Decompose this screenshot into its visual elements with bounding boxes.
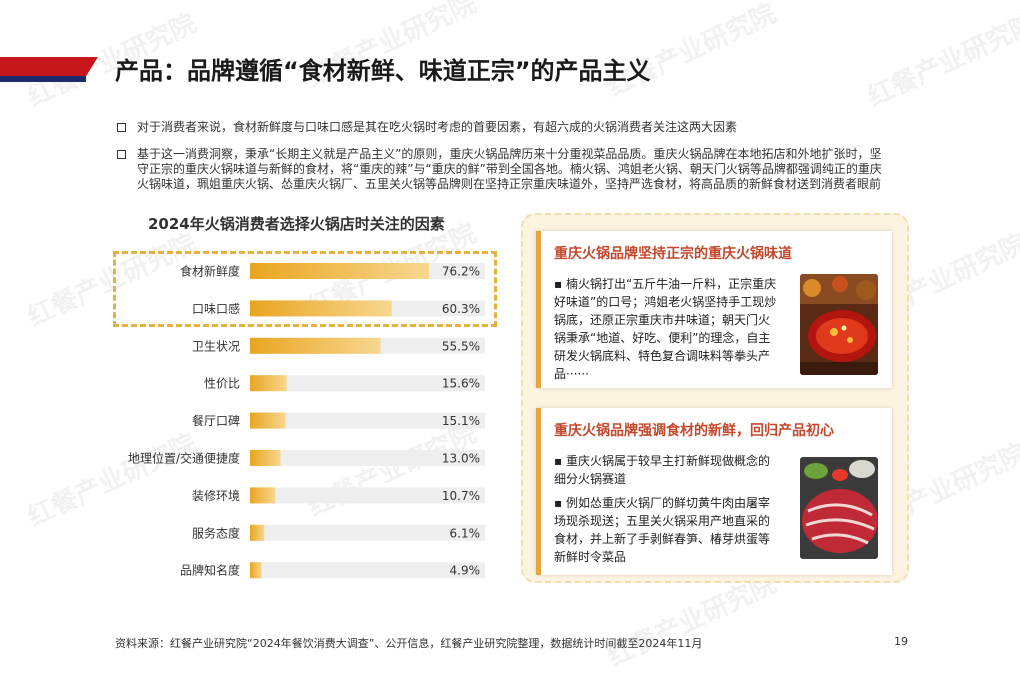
bullet-item: 对于消费者来说，食材新鲜度与口味口感是其在吃火锅时考虑的首要因素，有超六成的火锅… [115, 120, 890, 135]
category-label: 口味口感 [192, 301, 240, 316]
bar-track [250, 487, 485, 504]
bar-track [250, 375, 485, 392]
title-accent-navy [0, 76, 86, 82]
bar [250, 337, 381, 354]
bar-track [250, 450, 485, 466]
card-title: 重庆火锅品牌坚持正宗的重庆火锅味道 [554, 246, 792, 262]
card-accent-bar [536, 231, 541, 388]
category-label: 食材新鲜度 [180, 264, 240, 279]
category-label: 服务态度 [192, 525, 240, 540]
category-label: 地理位置/交通便捷度 [128, 451, 240, 466]
hotpot-photo [800, 274, 878, 375]
bullet-text: 基于这一消费洞察，秉承“长期主义就是产品主义”的原则，重庆火锅品牌历来十分重视菜… [137, 147, 882, 191]
chart-title: 2024年火锅消费者选择火锅店时关注的因素 [148, 215, 445, 233]
bullet-item: 基于这一消费洞察，秉承“长期主义就是产品主义”的原则，重庆火锅品牌历来十分重视菜… [115, 147, 890, 192]
page-number: 19 [894, 635, 908, 648]
card-accent-bar [536, 408, 541, 575]
card-paragraph: ▪ 例如怂重庆火锅厂的鲜切黄牛肉由屠宰场现杀现送；五里关火锅采用产地直采的食材，… [554, 496, 771, 564]
value-label: 4.9% [450, 564, 481, 578]
bar-track [250, 562, 485, 579]
value-label: 6.1% [450, 526, 481, 540]
square-bullet-icon [117, 150, 126, 159]
case-card-authentic-taste: 重庆火锅品牌坚持正宗的重庆火锅味道 ▪ 楠火锅打出“五斤牛油一斤料，正宗重庆好味… [536, 231, 892, 388]
page-title: 产品：品牌遵循“食材新鲜、味道正宗”的产品主义 [115, 57, 651, 85]
bar-track [250, 412, 485, 429]
category-label: 装修环境 [192, 488, 240, 503]
bar-track [250, 524, 485, 541]
card-paragraph: ▪ 重庆火锅属于较早主打新鲜现做概念的细分火锅赛道 [554, 454, 770, 486]
title-accent-red [0, 57, 98, 79]
source-note: 资料来源：红餐产业研究院“2024年餐饮消费大调查”、公开信息，红餐产业研究院整… [115, 637, 703, 650]
category-label: 性价比 [204, 377, 240, 391]
beef-photo [800, 457, 878, 559]
case-card-fresh-ingredients: 重庆火锅品牌强调食材的新鲜，回归产品初心 ▪ 重庆火锅属于较早主打新鲜现做概念的… [536, 408, 892, 575]
bullet-text: 对于消费者来说，食材新鲜度与口味口感是其在吃火锅时考虑的首要因素，有超六成的火锅… [137, 120, 738, 134]
card-text: ▪ 楠火锅打出“五斤牛油一斤料，正宗重庆好味道”的口号；鸿姐老火锅坚持手工现炒锅… [554, 275, 780, 383]
highlight-box [113, 251, 497, 327]
card-title: 重庆火锅品牌强调食材的新鲜，回归产品初心 [554, 423, 834, 439]
value-label: 15.1% [442, 414, 480, 428]
watermark: 红餐产业研究院 [863, 8, 1020, 113]
category-label: 品牌知名度 [180, 563, 240, 578]
card-paragraph: ▪ 楠火锅打出“五斤牛油一斤料，正宗重庆好味道”的口号；鸿姐老火锅坚持手工现炒锅… [554, 277, 777, 381]
value-label: 15.6% [442, 377, 480, 391]
bar [250, 487, 276, 504]
value-label: 10.7% [442, 489, 480, 503]
bar [250, 263, 430, 279]
square-bullet-icon [117, 123, 126, 132]
bar [250, 375, 287, 392]
value-label: 13.0% [442, 452, 480, 466]
value-label: 55.5% [442, 339, 480, 353]
bar [250, 524, 265, 541]
bar-chart: 食材新鲜度 76.2% 口味口感 60.3% 卫生状况 55.5% 性价比 15.6% 餐厅口碑… [128, 263, 485, 579]
bullet-list: 对于消费者来说，食材新鲜度与口味口感是其在吃火锅时考虑的首要因素，有超六成的火锅… [115, 120, 890, 204]
value-label: 60.3% [442, 302, 480, 316]
bar [250, 562, 262, 579]
category-label: 餐厅口碑 [192, 413, 240, 428]
category-label: 卫生状况 [192, 339, 240, 353]
bar [250, 450, 281, 466]
bar [250, 412, 286, 429]
value-label: 76.2% [442, 265, 480, 279]
card-text: ▪ 重庆火锅属于较早主打新鲜现做概念的细分火锅赛道 ▪ 例如怂重庆火锅厂的鲜切黄… [554, 452, 780, 566]
bar [250, 300, 392, 317]
